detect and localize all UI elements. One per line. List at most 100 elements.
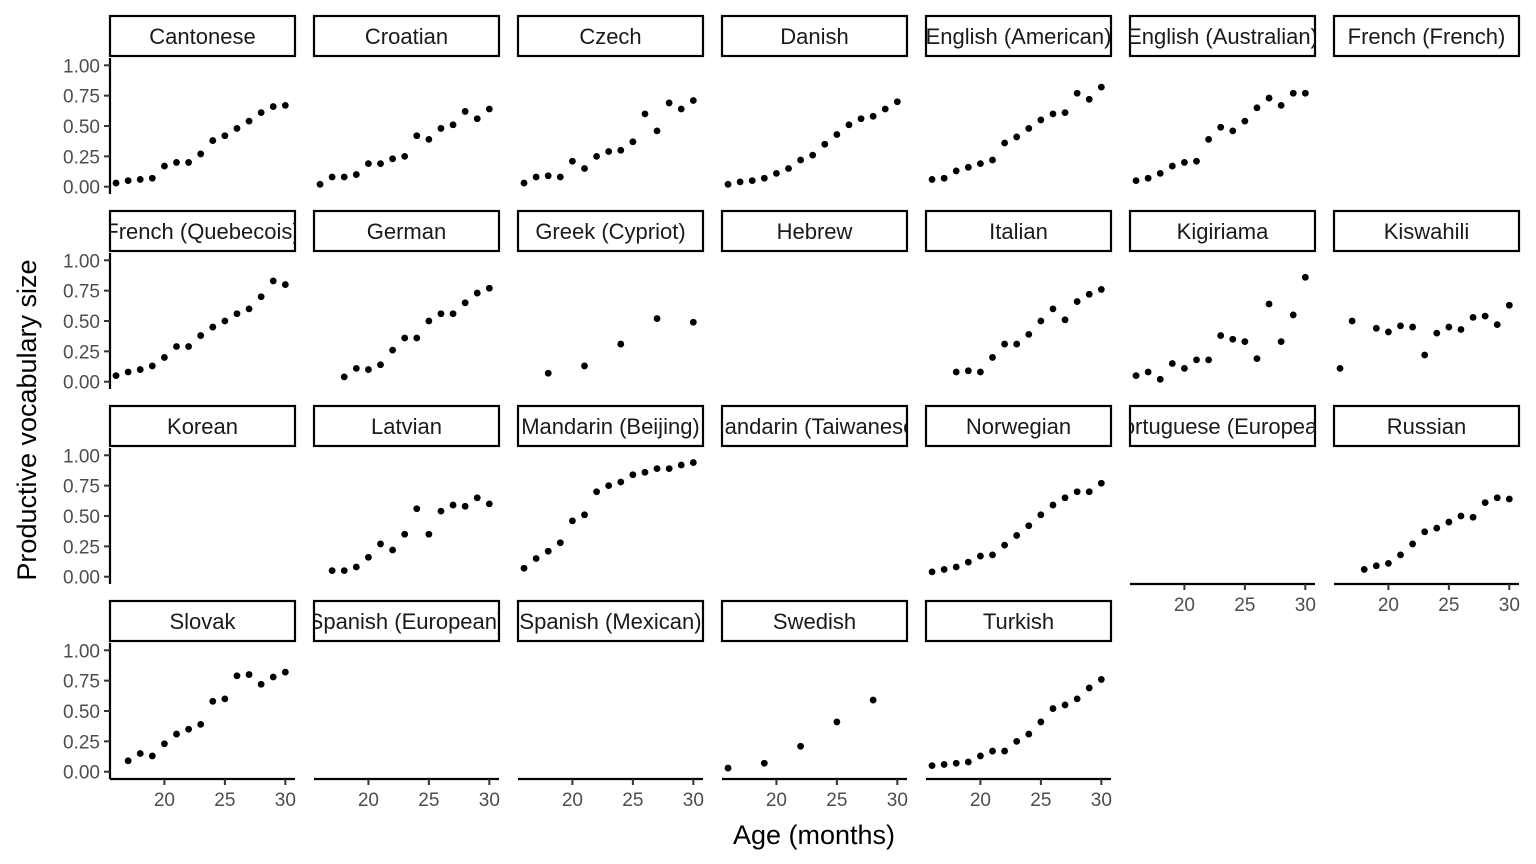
facet-english-american: English (American) xyxy=(924,14,1113,183)
data-point xyxy=(1360,566,1368,573)
data-point xyxy=(425,530,433,538)
data-point xyxy=(1085,684,1093,692)
data-point xyxy=(532,555,540,562)
facet-italian: Italian xyxy=(924,209,1113,376)
data-point xyxy=(1336,364,1344,372)
strip-label: Italian xyxy=(989,219,1048,244)
strip-label: Czech xyxy=(579,24,641,49)
data-point xyxy=(1372,562,1380,570)
strip-box xyxy=(720,209,909,253)
x-tick-label: 30 xyxy=(1091,790,1112,811)
facet-panels: Cantonese 0.00 0.25 0.50 0.75 1.00 Croatian Cze… xyxy=(63,14,1521,811)
data-point xyxy=(617,146,625,154)
data-point xyxy=(401,152,409,160)
data-point xyxy=(161,162,168,170)
data-point xyxy=(1001,139,1008,147)
data-point xyxy=(437,507,445,515)
data-point xyxy=(1217,332,1225,339)
data-point xyxy=(1144,174,1152,182)
data-point xyxy=(532,173,540,181)
data-point xyxy=(952,563,960,571)
x-tick-label: 30 xyxy=(479,790,500,811)
data-point xyxy=(952,759,960,767)
data-point xyxy=(964,163,972,171)
data-point xyxy=(940,174,948,182)
data-point xyxy=(245,305,253,313)
data-point xyxy=(1301,273,1309,281)
data-point xyxy=(809,151,817,159)
data-point xyxy=(1505,301,1513,309)
data-point xyxy=(760,174,768,182)
y-tick-label: 0.75 xyxy=(63,282,100,303)
data-point xyxy=(869,112,877,120)
data-point xyxy=(449,310,457,318)
data-point xyxy=(365,160,372,168)
facet-cantonese: Cantonese 0.00 0.25 0.50 0.75 1.00 xyxy=(63,14,297,199)
data-point xyxy=(724,764,732,772)
data-point xyxy=(340,567,348,575)
data-point xyxy=(581,362,588,370)
data-point xyxy=(653,127,661,135)
data-point xyxy=(544,172,552,180)
data-point xyxy=(1156,169,1164,177)
data-point xyxy=(1505,495,1513,503)
data-point xyxy=(233,310,241,318)
data-point xyxy=(1168,162,1176,170)
data-point xyxy=(833,131,841,138)
data-point xyxy=(340,373,348,381)
data-point xyxy=(593,152,600,160)
data-point xyxy=(1385,559,1392,567)
strip-box xyxy=(516,209,705,253)
data-point xyxy=(1073,89,1081,97)
data-point xyxy=(641,110,649,118)
data-point xyxy=(437,310,445,318)
strip-label: Turkish xyxy=(983,609,1054,634)
facet-kigiriama: Kigiriama xyxy=(1128,209,1317,383)
data-point xyxy=(893,98,901,106)
data-point xyxy=(748,177,756,185)
strip-label: English (American) xyxy=(926,24,1112,49)
data-point xyxy=(413,505,421,513)
y-tick-label: 0.50 xyxy=(63,507,100,528)
y-tick-label: 0.50 xyxy=(63,312,100,333)
y-tick-label: 0.75 xyxy=(63,87,100,108)
data-point xyxy=(1409,540,1416,548)
data-point xyxy=(629,471,637,479)
data-point xyxy=(148,752,156,760)
x-tick-label: 20 xyxy=(970,790,991,811)
data-point xyxy=(148,362,156,370)
data-point xyxy=(413,334,421,342)
data-point xyxy=(173,343,180,350)
facet-french-french: French (French) xyxy=(1332,14,1521,58)
data-point xyxy=(1037,317,1045,325)
data-point xyxy=(1277,101,1285,109)
data-point xyxy=(1097,83,1105,91)
data-point xyxy=(221,695,229,703)
data-point xyxy=(1241,338,1249,346)
y-tick-label: 0.25 xyxy=(63,732,100,753)
x-axis-title: Age (months) xyxy=(733,820,895,850)
data-point xyxy=(1001,747,1008,755)
data-point xyxy=(869,696,877,704)
strip-label: English (Australian) xyxy=(1127,24,1318,49)
data-point xyxy=(1433,524,1441,532)
data-point xyxy=(1037,116,1045,124)
data-point xyxy=(124,368,132,376)
y-tick-label: 0.50 xyxy=(63,117,100,138)
data-point xyxy=(281,101,289,109)
data-point xyxy=(581,511,588,519)
strip-box xyxy=(720,599,909,643)
data-point xyxy=(1037,718,1045,726)
data-point xyxy=(689,97,697,104)
data-point xyxy=(425,317,433,325)
y-tick-label: 0.25 xyxy=(63,537,100,558)
data-point xyxy=(365,553,372,561)
data-point xyxy=(485,105,493,113)
data-point xyxy=(1385,328,1392,336)
data-point xyxy=(677,105,685,113)
strip-box xyxy=(1128,14,1317,58)
data-point xyxy=(797,742,804,750)
data-point xyxy=(1277,338,1285,346)
strip-box xyxy=(108,209,297,253)
